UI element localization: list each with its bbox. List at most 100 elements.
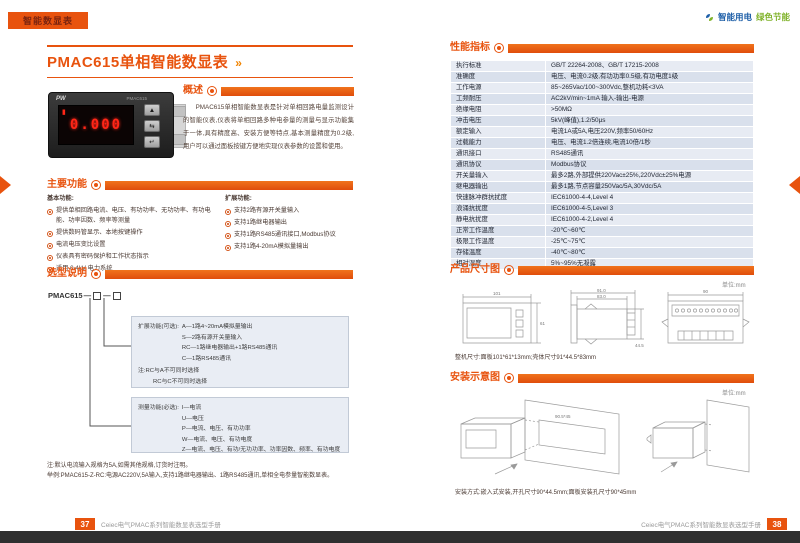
function-item: 仪表具有密码保护和工作状态指示 [47, 252, 215, 262]
section-title: 选型说明 [47, 268, 87, 279]
spec-row: 通讯协议 Modbus协议 [451, 160, 753, 170]
meter-enter-button: ↵ [144, 136, 160, 148]
section-bar [105, 269, 353, 279]
spec-label: 浪涌抗扰度 [451, 204, 545, 214]
basic-functions-title: 基本功能: [47, 195, 74, 202]
spec-row: 冲击电压 5kV(峰值),1.2/50μs [451, 116, 753, 126]
model-code-text: PMAC615 [48, 291, 83, 300]
spec-table: 执行标准 GB/T 22264-2008、GB/T 17215-2008 准确度… [450, 60, 754, 270]
section-bar [221, 86, 354, 96]
slogan-green: 绿色节能 [755, 12, 790, 22]
function-item-text: 支持1路RS485通讯接口,Modbus协议 [234, 231, 336, 238]
svg-text:44.5: 44.5 [635, 343, 644, 348]
ordering-option: U—电压 [181, 415, 204, 422]
page-title: PMAC615单相智能数显表 » [47, 51, 242, 72]
spec-row: 极限工作温度 -25℃~75℃ [451, 237, 753, 247]
section-header-ordering: 选型说明 [47, 268, 353, 280]
ordering-note: 注:默认电流输入规格为5A,如需其他规格,订货时注明。 [47, 463, 192, 469]
basic-functions-list: 基本功能: 提供单相回路电流、电压、有功功率、无功功率、有功电能、功率因数、频率… [47, 194, 215, 276]
install-drawing-2 [645, 394, 755, 482]
spec-row: 相对湿度 5%~95%无凝露 [451, 259, 753, 269]
bullet-icon [225, 208, 231, 215]
dimension-drawing-rear: 90 [658, 289, 753, 349]
svg-text:83.0: 83.0 [597, 294, 606, 299]
spec-label: 额定输入 [451, 127, 545, 137]
spec-label: 开关量输入 [451, 171, 545, 181]
spec-label: 工作电源 [451, 83, 545, 93]
function-item-text: 仪表具有密码保护和工作状态指示 [56, 253, 149, 260]
section-title: 主要功能 [47, 179, 87, 190]
ordering-option: P—电流、电压、有功功率 [181, 426, 251, 432]
extended-functions-list: 扩展功能: 支持2路有源开关量输入 支持1路继电器输出 支持1路RS485通讯接… [225, 194, 358, 254]
spec-row: 准确度 电压、电流0.2级,有功功率0.5级,有功电度1级 [451, 72, 753, 82]
spec-value: 85~265Vac/100~300Vdc,整机功耗<3VA [546, 83, 753, 93]
section-header-install: 安装示意图 [450, 372, 754, 384]
bottom-edge-bar [0, 531, 800, 543]
spec-value: IEC61000-4-5,Level 3 [546, 204, 753, 214]
install-drawing-1: 90.5*45 [455, 394, 625, 482]
spec-row: 工作电源 85~265Vac/100~300Vdc,整机功耗<3VA [451, 83, 753, 93]
ordering-box-note: 注:RC与A不可同时选择 [138, 368, 200, 374]
ordering-box-measure: 测量功能(必选): I—电流 U—电压 P—电流、电压、有功功率 W—电流、电压、有功… [131, 397, 349, 453]
dimension-drawing-front: 101 61 [455, 291, 546, 349]
spec-row: 额定输入 电流1A或5A,电压220V,频率50/60Hz [451, 127, 753, 137]
meter-display: ▮ 0.000 [58, 105, 134, 145]
ordering-box-label: 扩展功能(可选): [138, 324, 179, 330]
function-item: 支持2路有源开关量输入 [225, 206, 358, 216]
spec-value: 最多2路,外部提供220Vac±25%,220Vdc±25%电源 [546, 171, 753, 181]
section-title: 概述 [183, 85, 203, 96]
spec-row: 静电抗扰度 IEC61000-4-2,Level 4 [451, 215, 753, 225]
spec-row: 过载能力 电压、电流1.2倍连续,电流10倍/1秒 [451, 138, 753, 148]
page-edge-arrow-right [789, 176, 800, 194]
section-bar [518, 373, 754, 383]
section-title: 安装示意图 [450, 372, 500, 383]
title-rule-top [47, 45, 353, 47]
spec-row: 继电器输出 最多1路,节点容量250Vac/5A,30Vdc/5A [451, 182, 753, 192]
section-title: 性能指标 [450, 42, 490, 53]
function-item: 提供数码管显示、本地按键操作 [47, 228, 215, 238]
section-header-functions: 主要功能 [47, 179, 353, 191]
function-item: 提供单相回路电流、电压、有功功率、无功功率、有功电能、功率因数、频率等测量 [47, 206, 215, 226]
meter-brand-logo: PW [56, 96, 66, 102]
ordering-option: Z—电流、电压、有功/无功功率、功率因数、频率、有功电度 [181, 447, 341, 453]
spec-value: 5kV(峰值),1.2/50μs [546, 116, 753, 126]
bullet-icon [47, 266, 53, 273]
spec-row: 工频耐压 AC2kV/min~1mA 输入-输出-电源 [451, 94, 753, 104]
function-item: 支持1路4-20mA模拟量输出 [225, 242, 358, 252]
function-item-text: 电流电压变比设置 [56, 241, 106, 248]
spec-label: 继电器输出 [451, 182, 545, 192]
option-slot-box [112, 291, 121, 300]
install-caption: 安装方式:嵌入式安装,开孔尺寸90*44.5mm;面板安装孔尺寸90*45mm [455, 490, 637, 496]
spec-label: 工频耐压 [451, 94, 545, 104]
function-item: 支持1路继电器输出 [225, 218, 358, 228]
brand-slogan: 智能用电 绿色节能 [705, 11, 790, 23]
function-item-text: 提供单相回路电流、电压、有功功率、无功功率、有功电能、功率因数、频率等测量 [56, 207, 211, 224]
meter-up-button: ▲ [144, 104, 160, 116]
footer-text-right: Ceiec电气PMAC系列智能数显表选型手册 [641, 522, 761, 529]
section-ring-icon [504, 265, 514, 275]
ordering-option: I—电流 [181, 405, 202, 411]
svg-text:90: 90 [703, 289, 709, 294]
ordering-option: W—电流、电压、有功电度 [181, 436, 253, 443]
ordering-option: C—1路RS485通讯 [181, 355, 232, 362]
function-item-text: 提供数码管显示、本地按键操作 [56, 229, 143, 236]
spec-value: 电压、电流1.2倍连续,电流10倍/1秒 [546, 138, 753, 148]
section-header-specs: 性能指标 [450, 42, 754, 54]
spec-label: 快速脉冲群抗扰度 [451, 193, 545, 203]
extended-functions-title: 扩展功能: [225, 195, 252, 202]
category-tab-label: 智能数显表 [22, 16, 73, 26]
section-ring-icon [91, 180, 101, 190]
page-title-text: PMAC615单相智能数显表 [47, 54, 229, 71]
function-item: 适用 0.4kV 电力系统 [47, 264, 215, 274]
spec-label: 存储温度 [451, 248, 545, 258]
spec-value: -40℃~80℃ [546, 248, 753, 258]
function-item-text: 支持1路4-20mA模拟量输出 [234, 243, 309, 250]
spec-value: 最多1路,节点容量250Vac/5A,30Vdc/5A [546, 182, 753, 192]
page-number-right: 38 [767, 518, 787, 530]
ordering-connector-lines [89, 298, 131, 427]
spec-row: 执行标准 GB/T 22264-2008、GB/T 17215-2008 [451, 61, 753, 71]
page-number-left: 37 [75, 518, 95, 530]
title-rule-bottom [47, 77, 353, 78]
product-photo: PW PMAC615 ▮ 0.000 ▲ ⇆ ↵ [48, 92, 186, 158]
